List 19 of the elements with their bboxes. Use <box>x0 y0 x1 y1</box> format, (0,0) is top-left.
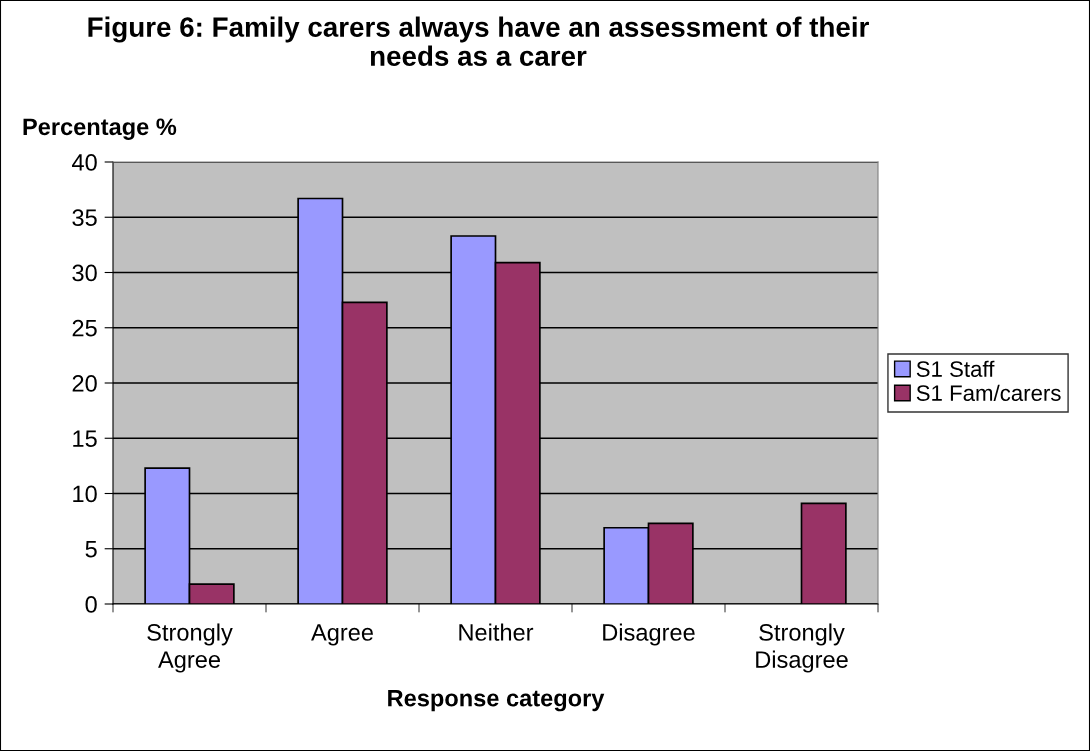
legend-label: S1 Fam/carers <box>916 384 1061 401</box>
y-tick-label: 5 <box>85 541 97 558</box>
y-tick-label: 20 <box>72 375 97 392</box>
legend-label: S1 Staff <box>916 360 995 377</box>
y-axis-title: Percentage % <box>23 118 177 140</box>
y-tick-label: 40 <box>72 154 97 171</box>
y-tick-label: 0 <box>85 596 97 613</box>
x-tick-label: Agree <box>311 624 373 646</box>
x-tick-label: Strongly Disagree <box>756 623 848 673</box>
y-tick-label: 30 <box>72 264 97 282</box>
y-tick-label: 10 <box>73 485 97 503</box>
x-tick-label: Disagree <box>603 623 695 646</box>
y-tick-label: 35 <box>72 209 97 227</box>
y-tick-label: 15 <box>73 430 97 448</box>
x-tick-label: Neither <box>459 623 534 641</box>
y-tick-label: 25 <box>72 319 97 337</box>
x-tick-label: Strongly Agree <box>147 623 233 673</box>
chart-title: Figure 6: Family carers always have an assessment of their needs as a carer <box>88 16 869 66</box>
x-axis-title: Response category <box>388 690 605 712</box>
